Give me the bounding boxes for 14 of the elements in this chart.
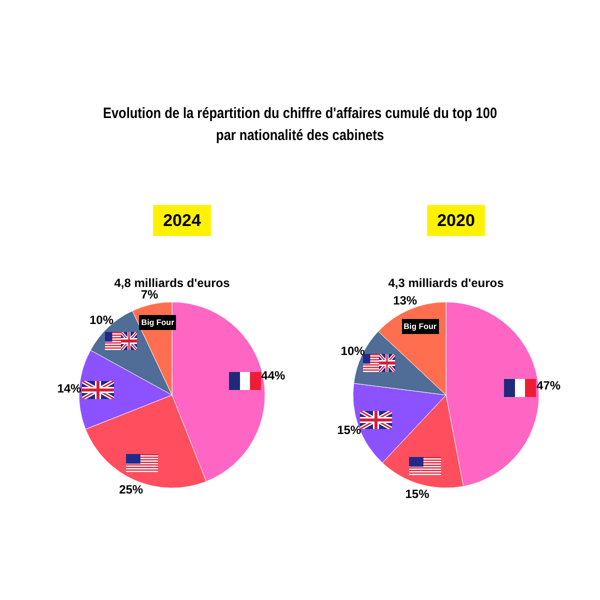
data-label: 15%	[337, 422, 362, 437]
chart-subtitle: 4,8 milliards d'euros	[114, 276, 230, 290]
data-label: 13%	[393, 293, 418, 308]
data-label: 15%	[405, 486, 430, 501]
chart-title: 2024	[163, 211, 202, 230]
text: Evolution de la répartition du chiffre d'affaires cumulé du top 100 par nationalité des cabinets	[102, 104, 498, 146]
slice-label: Big Four	[139, 314, 176, 330]
slice-label: Big Four	[402, 319, 439, 334]
data-label: 10%	[89, 312, 114, 327]
data-label: 25%	[119, 482, 144, 497]
chart-title: 2020	[437, 211, 475, 230]
data-label: 7%	[140, 287, 159, 302]
data-label: 10%	[340, 344, 366, 358]
chart-subtitle: 4,3 milliards d'euros	[388, 276, 504, 290]
